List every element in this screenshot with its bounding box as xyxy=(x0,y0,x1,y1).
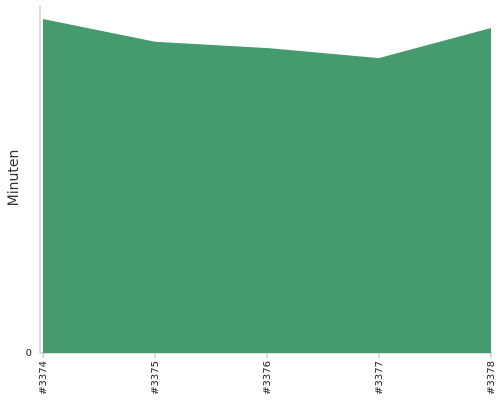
y-axis-ticks: 0 xyxy=(26,348,32,359)
x-tick-label: #3374 xyxy=(38,361,49,395)
y-axis-title: Minuten xyxy=(6,150,22,207)
y-tick-label: 0 xyxy=(26,348,32,359)
area-series xyxy=(43,19,491,353)
x-tick-label: #3377 xyxy=(374,361,385,395)
x-tick-label: #3376 xyxy=(262,361,273,395)
x-tick-label: #3375 xyxy=(150,361,161,395)
series-layer xyxy=(42,18,492,353)
x-axis-ticks: #3374 #3375 #3376 #3377 #3378 xyxy=(38,353,497,395)
x-tick-label: #3378 xyxy=(486,361,497,395)
